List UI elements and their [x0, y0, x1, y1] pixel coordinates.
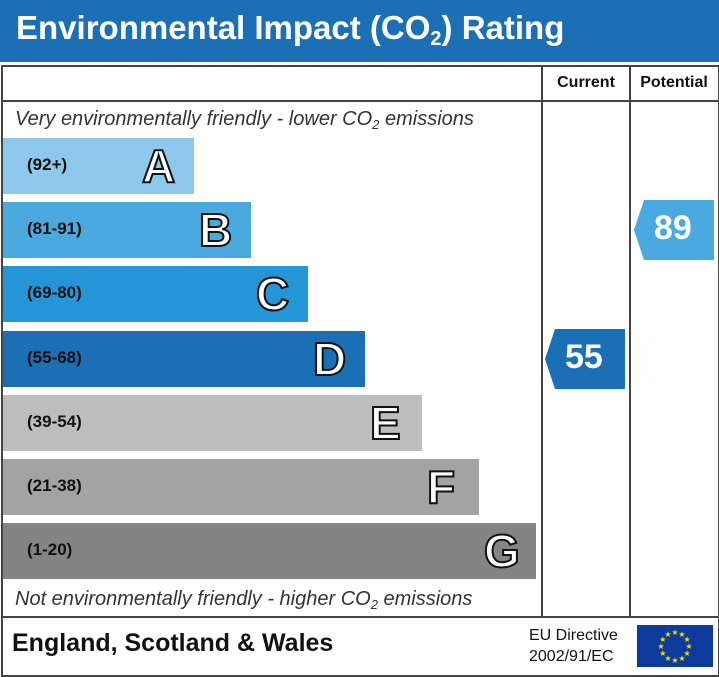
band-letter: C [255, 267, 290, 321]
rating-band-g: (1-20) G [3, 523, 536, 579]
band-range-label: (55-68) [27, 348, 82, 367]
potential-rating-arrow-value: 89 [654, 209, 692, 247]
footer-divider [1, 616, 718, 618]
top-caption: Very environmentally friendly - lower CO… [15, 108, 474, 132]
band-letter: D [312, 332, 347, 386]
bottom-caption: Not environmentally friendly - higher CO… [15, 588, 473, 612]
svg-text:★: ★ [684, 649, 691, 658]
footer-region: England, Scotland & Wales [12, 629, 334, 657]
band-range-label: (39-54) [27, 412, 82, 431]
band-range-label: (69-80) [27, 283, 82, 302]
rating-band-d: (55-68) D [3, 331, 365, 387]
band-letter: E [369, 396, 402, 450]
svg-text:★: ★ [685, 642, 692, 651]
eu-flag-icon: ★ ★ ★ ★ ★ ★ ★ ★ ★ ★ ★ ★ [637, 625, 713, 667]
column-divider-potential [629, 65, 631, 618]
svg-text:★: ★ [657, 642, 664, 651]
svg-text:★: ★ [684, 635, 691, 644]
page-title: Environmental Impact (CO2) Rating [16, 9, 565, 50]
rating-band-e: (39-54) E [3, 395, 422, 451]
band-range-label: (92+) [27, 155, 68, 174]
svg-text:★: ★ [671, 628, 678, 637]
rating-band-a: (92+) A [3, 138, 194, 194]
band-letter: F [426, 460, 456, 514]
directive-line-1: EU Directive [529, 627, 618, 644]
svg-text:★: ★ [664, 654, 671, 663]
rating-band-f: (21-38) F [3, 459, 479, 515]
band-letter: B [198, 203, 233, 257]
svg-text:★: ★ [659, 649, 666, 658]
band-letter: G [483, 524, 521, 578]
title-bar: Environmental Impact (CO2) Rating [0, 0, 719, 62]
column-header-potential: Potential [640, 74, 708, 91]
current-rating-arrow: 55 [545, 329, 625, 389]
svg-text:★: ★ [678, 630, 685, 639]
svg-text:★: ★ [664, 630, 671, 639]
svg-text:★: ★ [659, 635, 666, 644]
column-divider-current [541, 65, 543, 618]
band-range-label: (21-38) [27, 476, 82, 495]
rating-band-b: (81-91) B [3, 202, 251, 258]
svg-text:★: ★ [678, 654, 685, 663]
current-rating-arrow-value: 55 [565, 338, 603, 376]
rating-band-c: (69-80) C [3, 266, 308, 322]
band-range-label: (1-20) [27, 540, 73, 559]
column-header-current: Current [557, 74, 615, 91]
band-range-label: (81-91) [27, 219, 82, 238]
svg-text:★: ★ [671, 656, 678, 665]
potential-rating-arrow: 89 [634, 200, 714, 260]
directive-line-2: 2002/91/EC [529, 648, 614, 665]
header-divider [1, 100, 718, 102]
band-letter: A [141, 139, 176, 193]
